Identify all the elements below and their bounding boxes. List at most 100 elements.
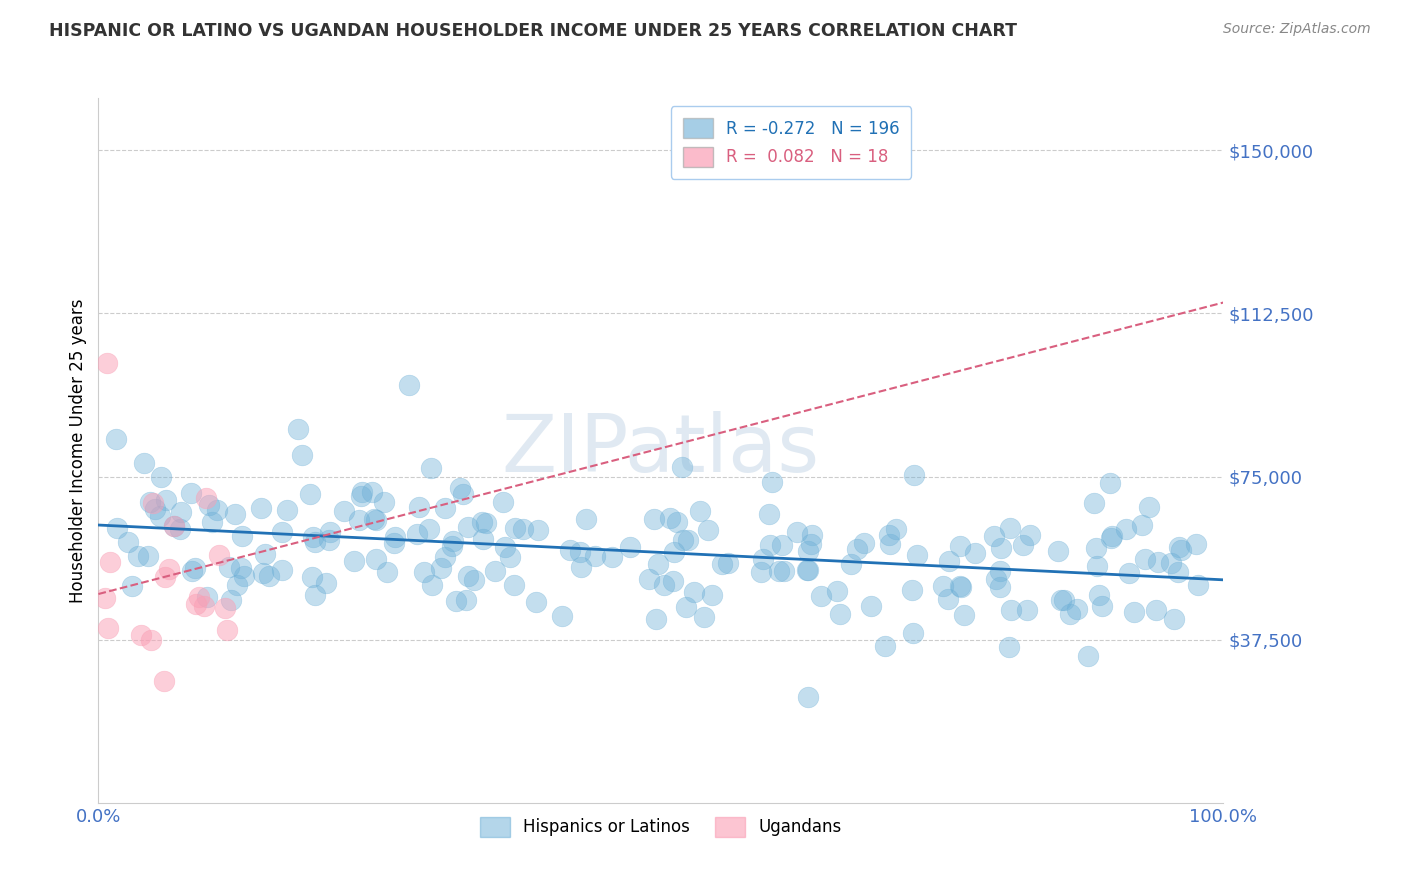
Point <box>382 536 405 550</box>
Point <box>287 422 309 436</box>
Point <box>569 545 592 559</box>
Point <box>412 565 434 579</box>
Point <box>169 522 191 536</box>
Point <box>302 530 325 544</box>
Point <box>786 525 808 540</box>
Point <box>96 356 118 370</box>
Point <box>1012 538 1035 552</box>
Point <box>457 520 479 534</box>
Point <box>398 378 420 392</box>
Point <box>1066 601 1088 615</box>
Point <box>231 529 253 543</box>
Point <box>1047 544 1070 558</box>
Legend: Hispanics or Latinos, Ugandans: Hispanics or Latinos, Ugandans <box>474 810 848 844</box>
Point <box>877 528 900 542</box>
Point <box>801 528 824 542</box>
Point <box>990 564 1012 578</box>
Point <box>457 569 479 583</box>
Point <box>1017 603 1039 617</box>
Point <box>749 566 772 580</box>
Point <box>451 487 474 501</box>
Point <box>153 673 176 688</box>
Point <box>434 550 457 565</box>
Point <box>350 489 373 503</box>
Point <box>195 491 218 505</box>
Point <box>207 502 229 516</box>
Point <box>675 599 697 614</box>
Point <box>1170 543 1192 558</box>
Point <box>936 592 959 607</box>
Point <box>98 555 121 569</box>
Point <box>384 530 406 544</box>
Point <box>903 468 925 483</box>
Point <box>375 565 398 579</box>
Point <box>304 535 326 549</box>
Point <box>1135 551 1157 566</box>
Point <box>696 523 718 537</box>
Point <box>136 549 159 563</box>
Point <box>644 612 666 626</box>
Point <box>332 504 354 518</box>
Point <box>350 484 373 499</box>
Text: ZIPatlas: ZIPatlas <box>502 411 820 490</box>
Point <box>276 502 298 516</box>
Point <box>1053 593 1076 607</box>
Point <box>226 578 249 592</box>
Point <box>301 570 323 584</box>
Point <box>231 561 253 575</box>
Point <box>693 610 716 624</box>
Point <box>953 607 976 622</box>
Point <box>259 569 281 583</box>
Point <box>153 570 176 584</box>
Point <box>569 559 592 574</box>
Point <box>127 549 149 564</box>
Point <box>373 495 395 509</box>
Point <box>149 469 172 483</box>
Point <box>366 513 388 527</box>
Point <box>903 625 925 640</box>
Point <box>839 557 862 571</box>
Point <box>366 551 388 566</box>
Point <box>472 532 495 546</box>
Point <box>104 432 127 446</box>
Point <box>304 588 326 602</box>
Point <box>471 515 494 529</box>
Point <box>170 505 193 519</box>
Point <box>758 508 780 522</box>
Point <box>1118 566 1140 581</box>
Y-axis label: Householder Income Under 25 years: Householder Income Under 25 years <box>69 298 87 603</box>
Point <box>463 573 485 587</box>
Point <box>751 552 773 566</box>
Point <box>800 537 823 551</box>
Point <box>1123 605 1146 619</box>
Point <box>797 563 820 577</box>
Point <box>449 481 471 495</box>
Point <box>825 583 848 598</box>
Point <box>142 496 165 510</box>
Point <box>1091 599 1114 614</box>
Point <box>583 549 606 564</box>
Point <box>647 558 669 572</box>
Point <box>1000 521 1022 535</box>
Point <box>852 536 875 550</box>
Point <box>139 632 162 647</box>
Point <box>638 572 661 586</box>
Point <box>988 580 1011 594</box>
Point <box>1167 566 1189 580</box>
Point <box>810 589 832 603</box>
Point <box>163 518 186 533</box>
Point <box>983 529 1005 543</box>
Text: HISPANIC OR LATINO VS UGANDAN HOUSEHOLDER INCOME UNDER 25 YEARS CORRELATION CHAR: HISPANIC OR LATINO VS UGANDAN HOUSEHOLDE… <box>49 22 1017 40</box>
Point <box>984 572 1007 586</box>
Point <box>758 538 780 552</box>
Point <box>931 579 953 593</box>
Point <box>494 541 516 555</box>
Point <box>148 508 170 523</box>
Point <box>1101 529 1123 543</box>
Point <box>1019 528 1042 542</box>
Point <box>710 557 733 571</box>
Point <box>233 569 256 583</box>
Point <box>659 510 682 524</box>
Point <box>860 599 883 613</box>
Point <box>163 519 186 533</box>
